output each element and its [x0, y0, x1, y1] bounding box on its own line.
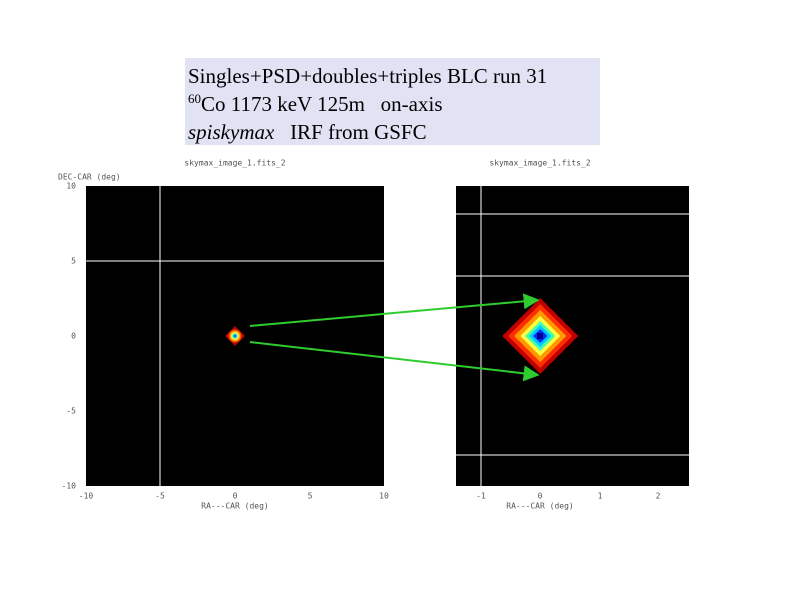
superscript: 60	[188, 91, 201, 106]
y-tick-label: 10	[66, 182, 76, 191]
y-tick-label: 5	[71, 257, 76, 266]
x-tick-label: 0	[233, 492, 238, 501]
x-tick-label: -1	[476, 492, 486, 501]
plot-title: skymax_image_1.fits_2	[184, 159, 285, 168]
title-line: spiskymax IRF from GSFC	[188, 118, 600, 146]
y-axis-label: DEC-CAR (deg)	[58, 173, 121, 182]
spot-core	[537, 333, 543, 339]
arrow	[249, 293, 540, 327]
title-italic: spiskymax	[188, 120, 275, 144]
y-tick-label: -10	[62, 482, 77, 491]
x-tick-label: 5	[308, 492, 313, 501]
x-axis-label: RA---CAR (deg)	[201, 502, 268, 511]
title-text: Co 1173 keV 125m on-axis	[201, 92, 443, 116]
x-tick-label: -5	[155, 492, 165, 501]
y-tick-label: 0	[71, 332, 76, 341]
x-axis-label: RA---CAR (deg)	[506, 502, 573, 511]
source-spot	[225, 326, 245, 346]
x-tick-label: 0	[538, 492, 543, 501]
source-spot	[502, 298, 578, 374]
x-tick-label: 2	[656, 492, 661, 501]
x-tick-label: 1	[598, 492, 603, 501]
title-text: IRF from GSFC	[274, 120, 427, 144]
plot-title: skymax_image_1.fits_2	[489, 159, 590, 168]
arrow	[249, 341, 540, 382]
x-tick-label: 10	[379, 492, 389, 501]
title-box: Singles+PSD+doubles+triples BLC run 31 60…	[185, 58, 600, 145]
title-line: 60Co 1173 keV 125m on-axis	[188, 90, 600, 118]
title-line: Singles+PSD+doubles+triples BLC run 31	[188, 64, 548, 88]
x-tick-label: -10	[79, 492, 94, 501]
y-tick-label: -5	[66, 407, 76, 416]
